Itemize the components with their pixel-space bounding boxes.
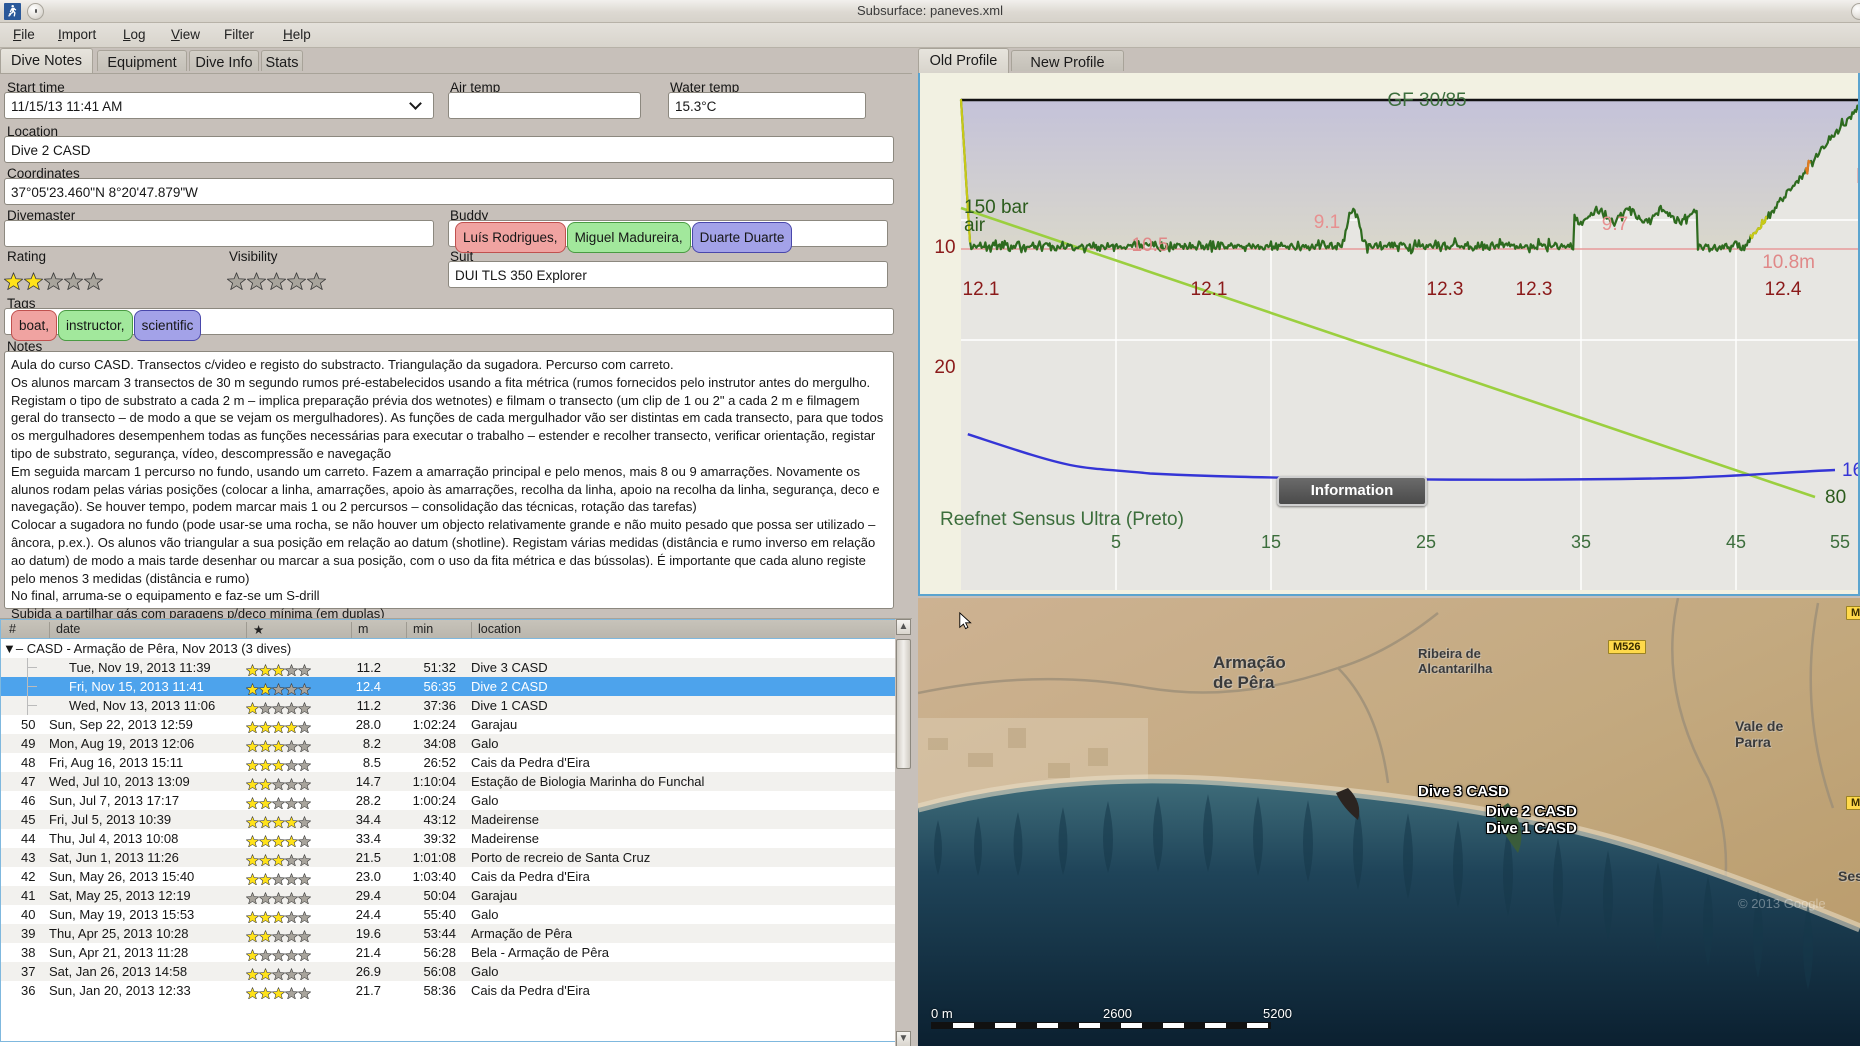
svg-text:9.7: 9.7 (1602, 214, 1628, 235)
svg-text:25: 25 (1416, 532, 1436, 552)
svg-text:55: 55 (1830, 532, 1850, 552)
svg-text:10.8m: 10.8m (1762, 252, 1815, 273)
svg-text:10: 10 (934, 237, 955, 258)
svg-text:12.1: 12.1 (963, 279, 1000, 300)
svg-text:5: 5 (1111, 532, 1121, 552)
svg-text:35: 35 (1571, 532, 1591, 552)
svg-text:GF 30/85: GF 30/85 (1387, 90, 1466, 111)
svg-text:Reefnet Sensus Ultra (Preto): Reefnet Sensus Ultra (Preto) (940, 509, 1184, 530)
svg-text:10.5: 10.5 (1132, 235, 1169, 256)
svg-text:12.3: 12.3 (1427, 279, 1464, 300)
svg-text:12.3: 12.3 (1516, 279, 1553, 300)
svg-text:air: air (964, 215, 986, 236)
svg-text:9.1: 9.1 (1314, 212, 1340, 233)
svg-text:45: 45 (1726, 532, 1746, 552)
svg-text:12.1: 12.1 (1191, 279, 1228, 300)
svg-text:16: 16 (1842, 460, 1860, 481)
svg-text:© 2013 Google: © 2013 Google (1738, 896, 1826, 911)
svg-text:12.4: 12.4 (1765, 279, 1802, 300)
svg-text:80: 80 (1825, 487, 1846, 508)
svg-text:20: 20 (934, 357, 955, 378)
svg-text:15: 15 (1261, 532, 1281, 552)
